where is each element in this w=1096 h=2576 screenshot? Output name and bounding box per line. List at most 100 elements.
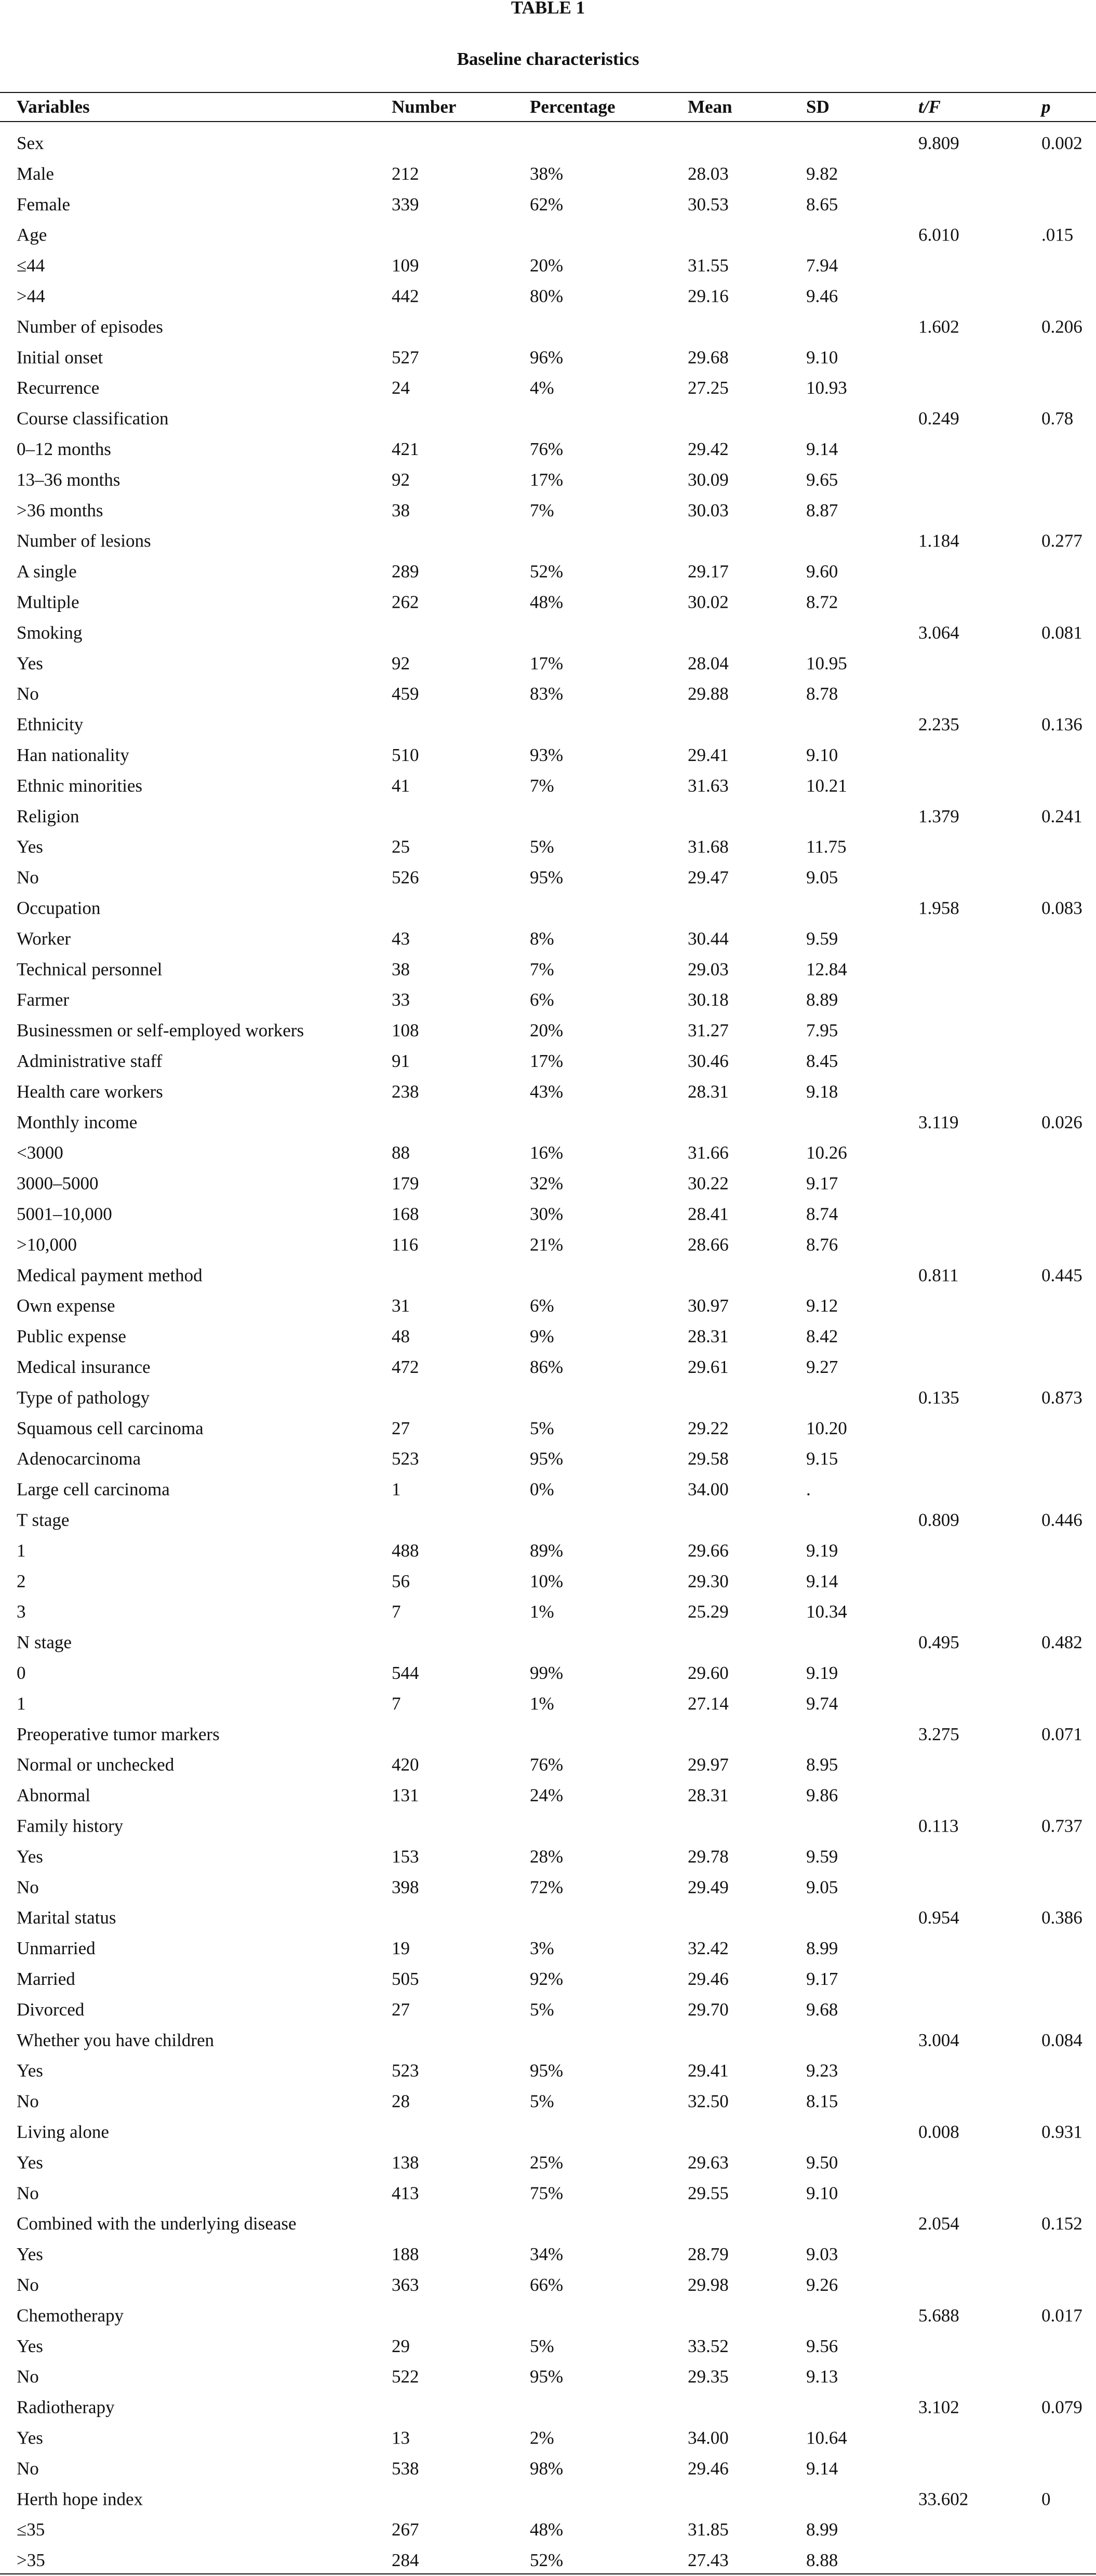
percentage-cell: 76% [530,1755,563,1775]
variable-cell: Yes [17,2428,43,2448]
number-cell: 31 [392,1296,410,1316]
variable-cell: No [17,2458,39,2478]
variable-cell: Preoperative tumor markers [17,1724,220,1744]
variable-cell: Abnormal [17,1785,90,1806]
number-cell: 19 [392,1938,410,1958]
sd-cell: 10.34 [806,1601,847,1622]
percentage-cell: 96% [530,347,563,367]
percentage-cell: 5% [530,1418,554,1438]
sd-cell: 9.10 [806,347,838,367]
number-cell: 339 [392,194,419,215]
variable-cell: 3 [17,1601,26,1622]
variable-cell: No [17,867,39,888]
variable-cell: Public expense [17,1326,126,1346]
number-cell: 91 [392,1051,410,1071]
mean-cell: 29.97 [688,1755,729,1775]
percentage-cell: 80% [530,286,563,306]
percentage-cell: 30% [530,1204,563,1224]
number-cell: 442 [392,286,419,306]
mean-cell: 28.04 [688,653,729,673]
p-value-cell: 0.084 [1041,2030,1082,2050]
variable-cell: Administrative staff [17,1051,163,1071]
variable-cell: Businessmen or self-employed workers [17,1020,304,1040]
t-f-cell: 0.809 [918,1510,959,1530]
mean-cell: 29.46 [688,2458,729,2478]
percentage-cell: 83% [530,684,563,704]
sd-cell: 11.75 [806,837,846,857]
percentage-cell: 17% [530,653,563,673]
variable-cell: Combined with the underlying disease [17,2213,297,2234]
sd-cell: 9.59 [806,928,838,949]
percentage-cell: 5% [530,2091,554,2112]
percentage-cell: 89% [530,1540,563,1560]
number-cell: 488 [392,1540,419,1560]
mean-cell: 31.68 [688,837,729,857]
percentage-cell: 1% [530,1601,554,1622]
variable-cell: 0 [17,1663,26,1683]
t-f-cell: 0.495 [918,1632,959,1652]
variable-cell: Herth hope index [17,2489,143,2509]
number-cell: 24 [392,378,410,398]
variable-cell: Han nationality [17,745,129,765]
p-value-cell: 0.002 [1041,133,1082,153]
mean-cell: 29.55 [688,2183,729,2203]
number-cell: 510 [392,745,419,765]
variable-cell: Female [17,194,70,215]
percentage-cell: 48% [530,2519,563,2540]
variable-cell: Farmer [17,990,69,1010]
percentage-cell: 86% [530,1357,563,1377]
mean-cell: 29.41 [688,745,729,765]
column-header: Percentage [530,97,616,117]
column-header: Variables [17,97,90,117]
table-caption: Baseline characteristics [457,49,639,69]
mean-cell: 30.97 [688,1296,729,1316]
t-f-cell: 0.249 [918,408,959,429]
variable-cell: Divorced [17,1999,85,2020]
number-cell: 459 [392,684,419,704]
variable-cell: No [17,2275,39,2295]
sd-cell: 9.56 [806,2336,838,2356]
mean-cell: 31.66 [688,1143,729,1163]
number-cell: 526 [392,867,419,888]
percentage-cell: 95% [530,1449,563,1469]
p-value-cell: 0.277 [1041,531,1082,551]
sd-cell: 8.95 [806,1755,838,1775]
t-f-cell: 3.102 [918,2397,959,2418]
sd-cell: 9.68 [806,1999,838,2020]
variable-cell: Living alone [17,2122,109,2142]
number-cell: 43 [392,928,410,949]
t-f-cell: 3.064 [918,622,959,643]
mean-cell: 30.09 [688,470,729,490]
number-cell: 131 [392,1785,419,1806]
p-value-cell: 0.482 [1041,1632,1082,1652]
mean-cell: 30.44 [688,928,729,949]
sd-cell: 9.50 [806,2152,838,2172]
variable-cell: Smoking [17,622,82,643]
sd-cell: 9.18 [806,1082,838,1102]
number-cell: 523 [392,2061,419,2081]
t-f-cell: 0.113 [918,1816,958,1836]
variable-cell: 2 [17,1571,26,1591]
percentage-cell: 52% [530,562,563,582]
percentage-cell: 5% [530,837,554,857]
p-value-cell: 0.445 [1041,1265,1082,1285]
sd-cell: 8.72 [806,592,838,612]
sd-cell: 9.17 [806,1969,838,1989]
sd-cell: 9.82 [806,164,838,184]
p-value-cell: 0.152 [1041,2213,1082,2234]
number-cell: 153 [392,1846,419,1866]
t-f-cell: 1.379 [918,806,959,826]
t-f-cell: 0.135 [918,1387,959,1408]
number-cell: 544 [392,1663,419,1683]
variable-cell: >36 months [17,500,103,520]
sd-cell: 8.89 [806,990,838,1010]
p-value-cell: 0.026 [1041,1112,1082,1132]
sd-cell: 9.05 [806,867,838,888]
mean-cell: 29.88 [688,684,729,704]
p-value-cell: .015 [1041,225,1073,245]
p-value-cell: 0.446 [1041,1510,1082,1530]
variable-cell: Occupation [17,898,100,918]
sd-cell: 8.45 [806,1051,838,1071]
mean-cell: 32.42 [688,1938,729,1958]
